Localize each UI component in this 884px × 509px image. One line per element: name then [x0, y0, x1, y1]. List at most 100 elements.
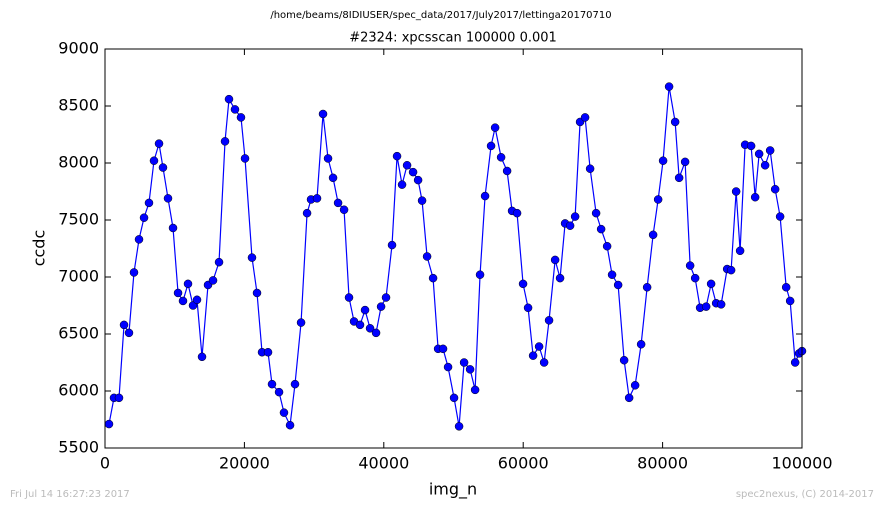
- y-axis-label: ccdc: [30, 230, 49, 267]
- data-point: [428, 273, 438, 283]
- data-point: [454, 422, 464, 431]
- data-point: [523, 303, 533, 313]
- data-point: [653, 195, 663, 204]
- data-point: [690, 273, 700, 283]
- data-point: [443, 362, 453, 372]
- data-point: [449, 393, 459, 403]
- data-point: [550, 255, 560, 265]
- data-point: [119, 320, 129, 330]
- data-point: [214, 257, 224, 267]
- y-tick-label: 7000: [58, 267, 99, 286]
- data-point: [642, 283, 652, 292]
- data-point: [344, 293, 354, 302]
- data-point: [760, 161, 770, 170]
- data-point: [486, 141, 496, 151]
- data-point: [296, 318, 306, 327]
- data-point: [685, 261, 695, 270]
- data-point: [267, 379, 277, 389]
- data-point: [470, 385, 480, 395]
- chart-subtitle: #2324: xpcsscan 100000 0.001: [349, 31, 557, 46]
- data-point: [465, 365, 475, 374]
- x-tick-label: 100000: [771, 454, 832, 473]
- x-tick-label: 20000: [219, 454, 270, 473]
- x-tick-label: 80000: [637, 454, 688, 473]
- data-point: [279, 408, 289, 417]
- data-point: [624, 393, 634, 403]
- data-point: [735, 246, 745, 256]
- data-point: [387, 240, 397, 250]
- data-point: [402, 161, 412, 170]
- data-point: [197, 352, 207, 362]
- data-point: [781, 283, 791, 292]
- data-point: [220, 137, 230, 146]
- y-tick-label: 7500: [58, 210, 99, 229]
- data-point: [658, 156, 668, 165]
- x-tick-label: 60000: [498, 454, 549, 473]
- data-point: [247, 253, 257, 262]
- data-point: [252, 288, 262, 298]
- data-point: [613, 280, 623, 290]
- data-point: [528, 351, 538, 360]
- data-point: [680, 157, 690, 167]
- data-point: [480, 191, 490, 201]
- data-point: [124, 328, 134, 338]
- data-point: [139, 213, 149, 222]
- data-point: [544, 316, 554, 325]
- data-point: [750, 192, 760, 202]
- x-tick-label: 0: [100, 454, 110, 473]
- data-point: [790, 358, 800, 367]
- data-point: [224, 94, 234, 104]
- data-point: [285, 420, 295, 430]
- chart-title: /home/beams/8IDIUSER/spec_data/2017/July…: [270, 10, 611, 21]
- data-point: [716, 300, 726, 309]
- data-point: [168, 223, 178, 233]
- y-tick-label: 6500: [58, 324, 99, 343]
- y-tick-label: 9000: [58, 39, 99, 58]
- data-point: [240, 154, 250, 163]
- data-point: [408, 167, 418, 177]
- data-point: [496, 153, 506, 162]
- data-point: [417, 196, 427, 205]
- data-point: [236, 113, 246, 122]
- data-point: [539, 358, 549, 367]
- data-point: [397, 180, 407, 189]
- data-point: [392, 151, 402, 161]
- data-point: [670, 117, 680, 127]
- data-point: [355, 320, 365, 330]
- data-point: [770, 184, 780, 194]
- data-point: [328, 173, 338, 183]
- data-point: [208, 276, 218, 285]
- data-point: [129, 268, 139, 277]
- data-point: [339, 205, 349, 214]
- data-point: [596, 224, 606, 234]
- data-point: [602, 241, 612, 251]
- x-axis-label: img_n: [429, 480, 477, 500]
- data-point: [636, 340, 646, 349]
- data-point: [149, 156, 159, 165]
- data-point: [173, 288, 183, 298]
- plot-frame: [104, 48, 803, 449]
- data-point: [585, 164, 595, 173]
- data-point: [422, 252, 432, 261]
- data-point: [580, 113, 590, 122]
- y-tick-label: 6000: [58, 381, 99, 400]
- data-point: [371, 328, 381, 338]
- data-point: [312, 194, 322, 203]
- data-point: [381, 293, 391, 302]
- credit: spec2nexus, (C) 2014-2017: [736, 489, 874, 500]
- data-point: [630, 381, 640, 390]
- data-point: [512, 208, 522, 218]
- data-point: [290, 379, 300, 389]
- data-point: [518, 279, 528, 289]
- y-tick-label: 8000: [58, 153, 99, 172]
- y-tick-label: 8500: [58, 96, 99, 115]
- data-point: [490, 123, 500, 132]
- data-point: [619, 355, 629, 365]
- data-point: [534, 342, 544, 351]
- data-point: [565, 221, 575, 230]
- data-point: [731, 187, 741, 196]
- data-point: [607, 270, 617, 279]
- x-tick-label: 40000: [358, 454, 409, 473]
- data-point: [360, 305, 370, 315]
